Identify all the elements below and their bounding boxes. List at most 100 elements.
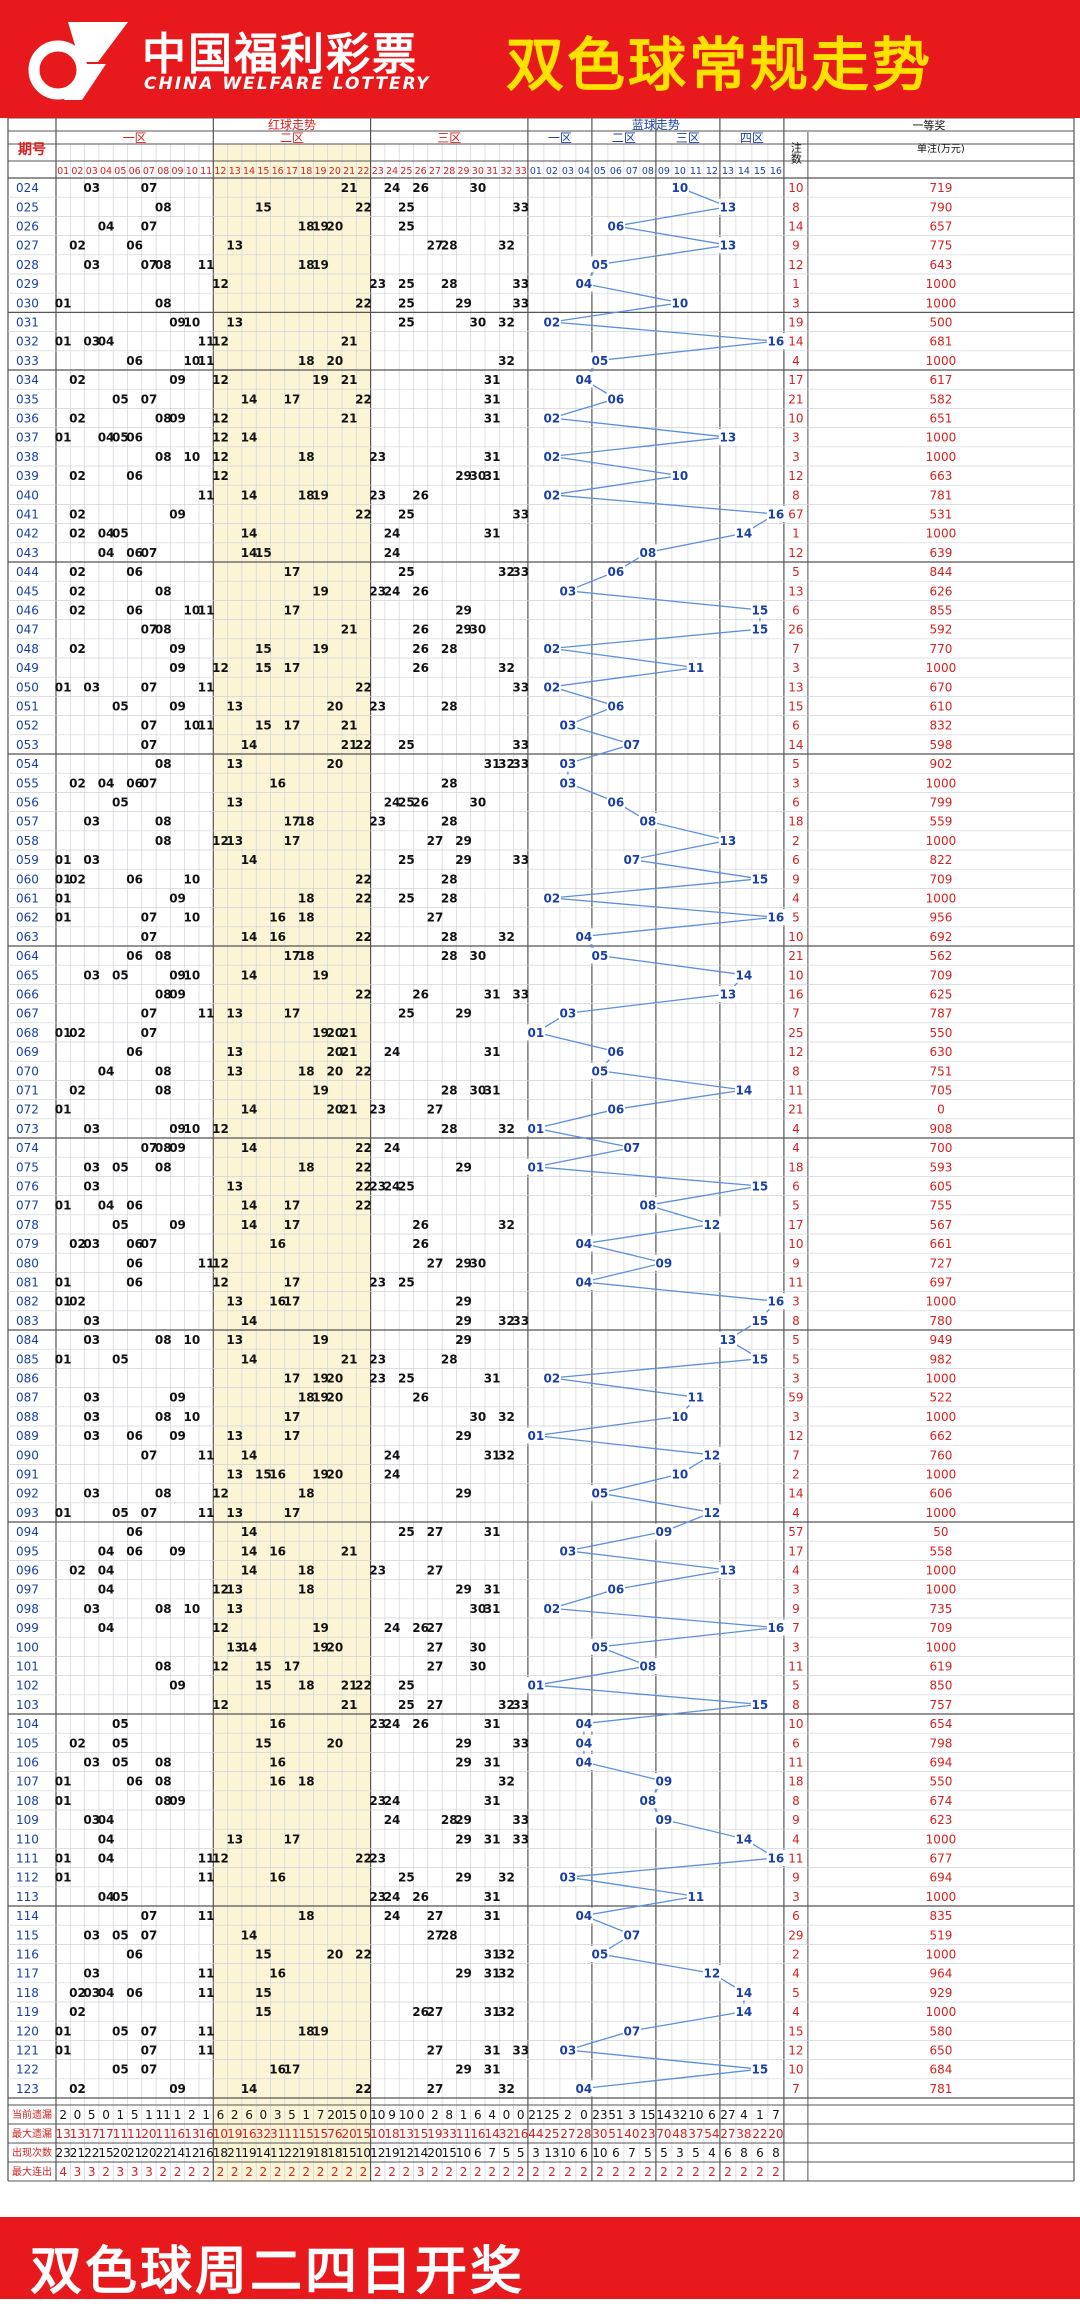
stats-blue-value: 7 [628,2146,636,2160]
stats-red-value: 19 [241,2146,256,2160]
red-ball-01: 01 [55,1199,72,1213]
winner-count: 14 [788,220,803,234]
red-ball-20: 20 [326,1640,343,1654]
red-ball-07: 07 [141,2044,158,2058]
prize-amount: 674 [929,1794,952,1808]
blue-ball-background [542,486,561,503]
red-ball-16: 16 [269,1237,286,1251]
period-number: 100 [16,1640,39,1654]
prize-amount: 1000 [926,1410,957,1424]
red-ball-31: 31 [484,412,501,426]
red-ball-26: 26 [412,2005,429,2019]
red-ball-01: 01 [55,431,72,445]
blue-ball-08: 08 [640,815,657,829]
blue-number-header: 08 [642,166,654,177]
period-number: 029 [16,277,39,291]
red-ball-22: 22 [355,738,372,752]
red-ball-11: 11 [198,258,215,272]
blue-ball-background [574,928,593,945]
red-ball-31: 31 [484,373,501,387]
stats-red-value: 2 [374,2165,382,2179]
blue-ball-04: 04 [576,1736,593,1750]
blue-ball-11: 11 [688,1890,705,1904]
period-number: 102 [16,1679,39,1693]
red-ball-15: 15 [255,2005,272,2019]
red-ball-29: 29 [455,1256,472,1270]
red-number-header: 02 [71,166,83,177]
blue-ball-02: 02 [544,316,561,330]
stats-blue-value: 2 [708,2165,716,2179]
stats-blue-value: 30 [592,2127,607,2141]
stats-blue-value: 20 [768,2127,783,2141]
red-ball-06: 06 [126,1237,143,1251]
stats-red-value: 20 [141,2146,156,2160]
stats-blue-value: 6 [580,2146,588,2160]
blue-ball-background [622,1139,641,1156]
stats-blue-value: 54 [704,2127,719,2141]
stats-blue-value: 6 [612,2146,620,2160]
draw-row: 029 12 23 25 28 33 04 1 1000 [16,275,956,292]
stats-red-value: 13 [70,2127,85,2141]
red-ball-08: 08 [155,815,172,829]
period-number: 025 [16,200,39,214]
winner-count: 5 [792,757,800,771]
red-ball-33: 33 [512,1813,529,1827]
blue-ball-background [734,525,753,542]
red-ball-01: 01 [55,1352,72,1366]
period-number: 047 [16,623,39,637]
stats-blue-value: 3 [676,2146,684,2160]
prize-amount: 964 [929,1967,952,1981]
red-ball-08: 08 [155,1333,172,1347]
prize-header: 单注(万元) [917,142,965,155]
blue-zone-label: 三区 [676,131,700,145]
red-ball-21: 21 [341,373,358,387]
red-zone-label: 二区 [280,131,304,145]
blue-ball-background [750,1178,769,1194]
red-ball-08: 08 [155,296,172,310]
red-ball-29: 29 [455,1832,472,1846]
prize-amount: 835 [929,1909,952,1923]
winner-count: 8 [792,1794,800,1808]
stats-red-value: 15 [442,2146,457,2160]
red-ball-12: 12 [212,469,229,483]
red-ball-14: 14 [241,1103,258,1117]
red-ball-30: 30 [469,1410,486,1424]
stats-red-value: 0 [260,2108,268,2122]
blue-ball-06: 06 [608,220,625,234]
red-ball-04: 04 [98,1621,115,1635]
stats-blue-value: 10 [592,2146,607,2160]
red-ball-31: 31 [484,2005,501,2019]
red-ball-02: 02 [69,373,86,387]
stats-red-value: 16 [241,2127,256,2141]
red-ball-28: 28 [441,776,458,790]
blue-ball-background [574,1907,593,1924]
red-ball-17: 17 [284,1506,301,1520]
blue-ball-background [526,1024,545,1041]
red-ball-22: 22 [355,392,372,406]
red-ball-14: 14 [241,1640,258,1654]
blue-ball-background [590,1485,609,1502]
red-ball-23: 23 [369,1180,386,1194]
winner-count: 4 [792,354,800,368]
stats-row: 最大遗漏 13 13 17 17 11 11 20 11 16 13 16 10 19 16 32 31 11 15… [12,2127,784,2141]
blue-ball-08: 08 [640,1660,657,1674]
winner-count: 10 [788,181,803,195]
winner-count: 9 [792,872,800,886]
red-ball-15: 15 [255,661,272,675]
winner-count: 1 [792,527,800,541]
red-ball-04: 04 [98,546,115,560]
prize-amount: 593 [929,1160,952,1174]
red-ball-14: 14 [241,738,258,752]
draw-row: 030 01 08 22 25 29 33 10 3 1000 [16,294,956,311]
stats-red-value: 11 [456,2127,471,2141]
red-ball-14: 14 [241,1928,258,1942]
stats-blue-value: 4 [740,2108,748,2122]
red-ball-16: 16 [269,776,286,790]
stats-red-value: 17 [84,2127,99,2141]
stats-red-value: 15 [342,2108,357,2122]
red-ball-20: 20 [326,220,343,234]
